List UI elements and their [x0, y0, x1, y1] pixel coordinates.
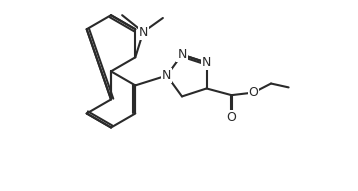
Text: N: N	[202, 56, 211, 69]
Text: O: O	[248, 86, 258, 99]
Text: N: N	[139, 26, 148, 39]
Text: N: N	[162, 69, 171, 82]
Text: N: N	[177, 48, 187, 61]
Text: O: O	[227, 111, 236, 124]
